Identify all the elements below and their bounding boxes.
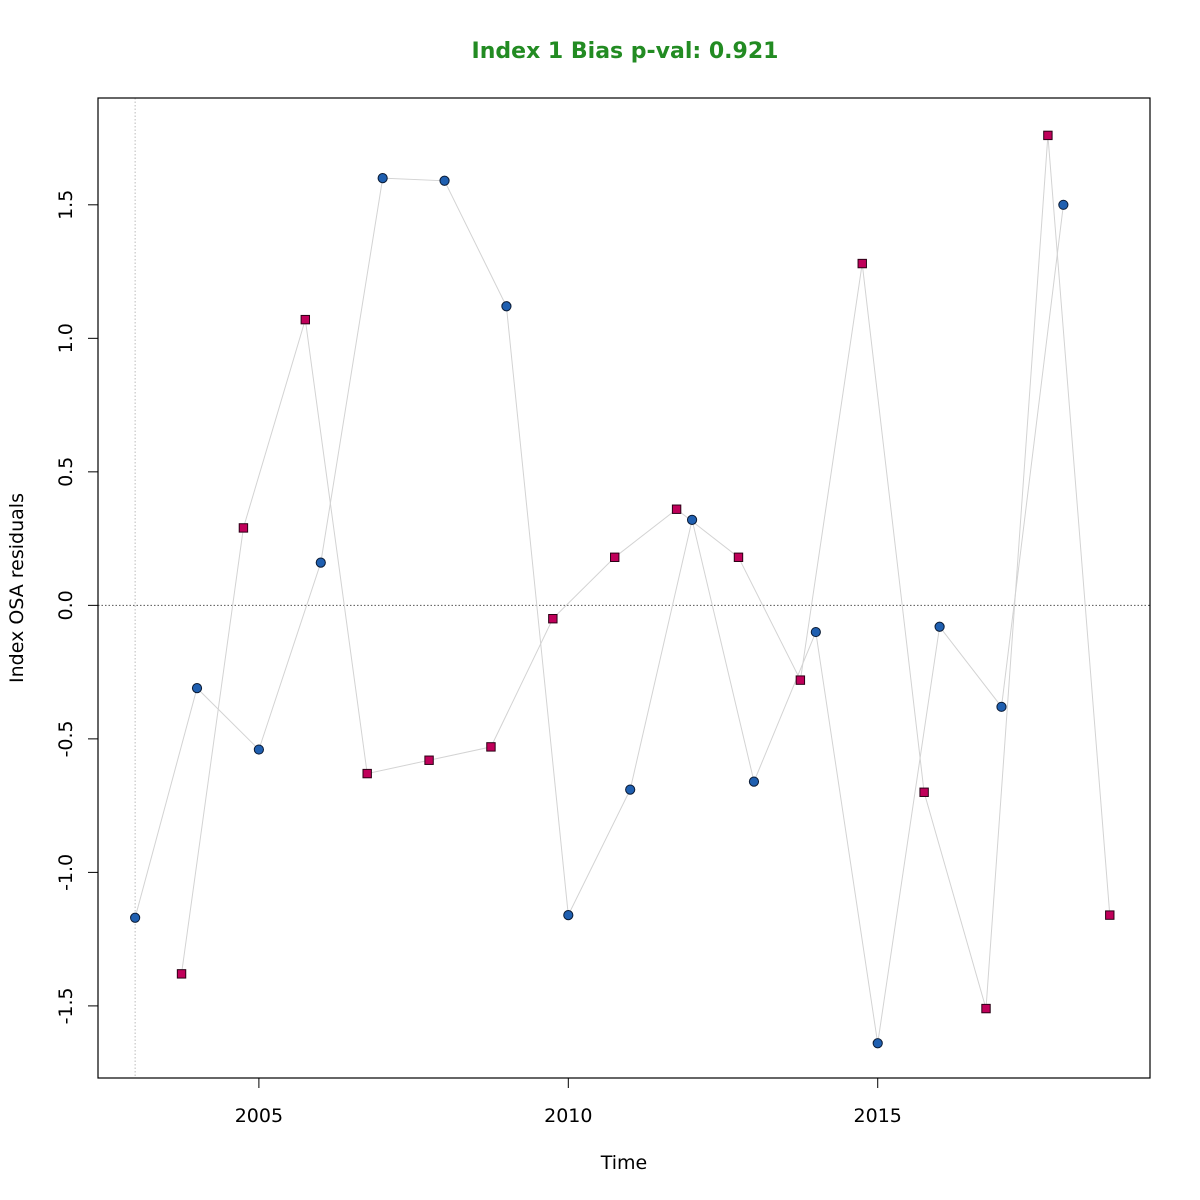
series-1-line <box>134 177 1064 1044</box>
series-1-point <box>439 175 450 186</box>
series-1-point <box>996 701 1007 712</box>
series-2-line <box>181 135 1111 1009</box>
series-1-point <box>377 173 388 184</box>
series-2-point <box>238 523 249 533</box>
y-tick-label: -0.5 <box>55 720 77 757</box>
series-1-point <box>686 514 698 526</box>
series-2-point <box>795 675 806 685</box>
x-axis-label: Time <box>600 1152 648 1174</box>
series-2-point <box>1043 130 1053 141</box>
y-tick-label: -1.0 <box>55 854 77 891</box>
y-tick-label: -1.5 <box>55 987 77 1024</box>
series-1-point <box>748 776 760 787</box>
series-2-point <box>671 504 682 514</box>
plot-frame <box>97 97 1151 1079</box>
y-tick-label: 0.0 <box>55 590 77 620</box>
y-tick-label: 1.0 <box>55 323 77 353</box>
series-2-point <box>919 787 929 797</box>
series-2-point <box>176 969 187 979</box>
data-markers <box>130 130 1115 1049</box>
x-tick-label: 2010 <box>544 1105 592 1127</box>
series-1-point <box>1058 199 1069 210</box>
y-axis: -1.5 -1.0 -0.5 0.0 0.5 1.0 1.5 <box>55 190 98 1024</box>
series-1-point <box>130 912 141 923</box>
series-2-point <box>733 552 744 562</box>
connector-lines <box>134 135 1111 1044</box>
series-2-point <box>1105 910 1115 920</box>
x-axis: 2005 2010 2015 <box>235 1078 902 1127</box>
y-axis-label: Index OSA residuals <box>6 493 28 683</box>
series-2-point <box>981 1003 991 1014</box>
series-1-point <box>563 910 574 921</box>
series-2-point <box>548 614 558 624</box>
reference-lines <box>98 98 1150 1078</box>
series-1-point <box>315 557 326 568</box>
y-tick-label: 1.5 <box>55 190 77 220</box>
series-2-point <box>857 258 867 269</box>
series-1-point <box>191 683 203 694</box>
series-1-point <box>501 301 512 312</box>
chart-title: Index 1 Bias p-val: 0.921 <box>472 39 779 64</box>
series-2-point <box>424 755 434 765</box>
series-2-point <box>300 314 311 325</box>
series-2-point <box>486 742 496 752</box>
series-1-point <box>872 1038 883 1049</box>
x-tick-label: 2015 <box>854 1105 902 1127</box>
series-1-point <box>934 621 945 632</box>
series-1-point <box>253 744 264 755</box>
x-tick-label: 2005 <box>235 1105 283 1127</box>
series-2-point <box>610 552 620 562</box>
y-tick-label: 0.5 <box>55 457 77 487</box>
series-1-point <box>810 626 821 638</box>
series-1-point <box>625 784 636 795</box>
series-2-point <box>362 768 372 779</box>
